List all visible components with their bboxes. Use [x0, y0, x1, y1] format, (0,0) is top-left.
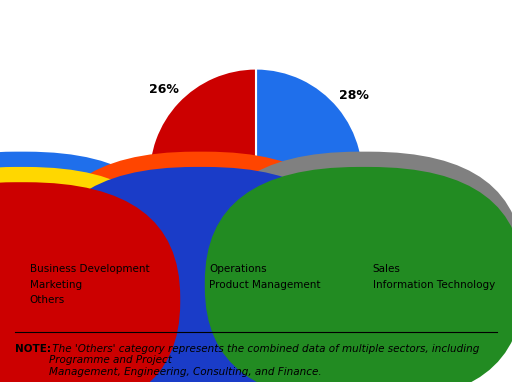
Text: 9%: 9% [281, 291, 302, 304]
Text: 7%: 7% [124, 204, 145, 217]
Wedge shape [256, 176, 361, 266]
Text: Marketing: Marketing [30, 280, 82, 290]
Text: Sales: Sales [373, 264, 400, 274]
Wedge shape [149, 176, 256, 227]
Wedge shape [256, 68, 363, 196]
Text: 8%: 8% [153, 256, 175, 269]
Text: Business Development: Business Development [30, 264, 150, 274]
Wedge shape [256, 176, 313, 283]
Text: Information Technology: Information Technology [373, 280, 495, 290]
Text: 26%: 26% [149, 83, 179, 96]
Text: 9%: 9% [210, 291, 231, 304]
Text: Product Management: Product Management [209, 280, 321, 290]
Text: 28%: 28% [338, 89, 369, 102]
Text: Others: Others [30, 295, 65, 305]
Text: 13%: 13% [346, 240, 375, 253]
Text: The 'Others' category represents the combined data of multiple sectors, includin: The 'Others' category represents the com… [49, 344, 479, 377]
Text: NOTE:: NOTE: [15, 344, 51, 354]
Wedge shape [149, 68, 256, 183]
Wedge shape [162, 176, 256, 266]
Text: Operations: Operations [209, 264, 267, 274]
Wedge shape [199, 176, 256, 283]
